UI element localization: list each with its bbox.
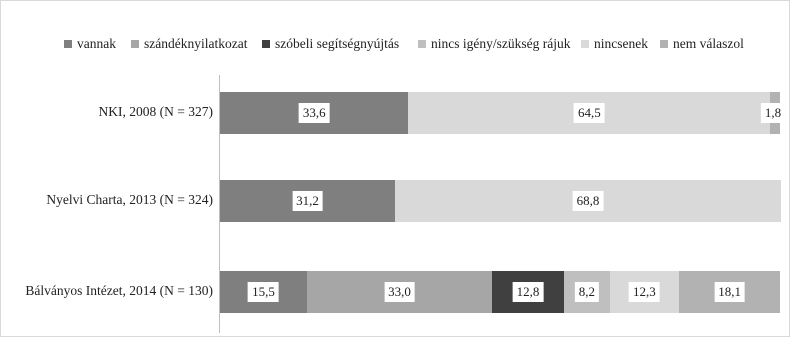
category-label: Bálványos Intézet, 2014 (N = 130) [25,283,213,298]
legend-item: nem válaszol [660,33,744,55]
category-axis-line [219,75,220,333]
legend-label: nincsenek [594,36,648,51]
legend-swatch [660,40,668,48]
data-label: 12,3 [629,282,660,302]
data-label: 15,5 [248,282,279,302]
data-label: 18,1 [714,282,746,302]
category-labels: NKI, 2008 (N = 327) Nyelvi Charta, 2013 … [0,0,213,338]
data-label: 68,8 [572,191,604,211]
legend-label: szóbeli segítségnyújtás [275,36,400,51]
legend-item: szándéknyilatkozat [131,33,247,55]
category-label: Nyelvi Charta, 2013 (N = 324) [46,192,213,207]
legend-item: nincsenek [581,33,648,55]
legend-label: vannak [77,36,116,51]
data-label: 12,8 [512,282,544,302]
data-label: 64,5 [574,103,605,123]
legend-label: nem válaszol [673,36,744,51]
data-label: 33,6 [298,103,330,123]
legend-swatch [131,40,139,48]
legend-swatch [262,40,270,48]
legend-item: szóbeli segítségnyújtás [262,33,399,55]
data-label: 1,8 [760,103,786,123]
data-label: 8,2 [574,282,600,302]
data-label: 31,2 [292,191,323,211]
legend-swatch [64,40,72,48]
legend-label: nincs igény/szükség rájuk [431,36,571,51]
data-label: 33,0 [384,282,415,302]
legend-label: szándéknyilatkozat [144,36,248,51]
legend: vannak szándéknyilatkozat szóbeli segítség… [0,33,791,55]
legend-swatch [418,40,426,48]
legend-item: nincs igény/szükség rájuk [418,33,570,55]
legend-item: vannak [64,33,116,55]
category-label: NKI, 2008 (N = 327) [98,104,213,119]
legend-swatch [581,40,589,48]
